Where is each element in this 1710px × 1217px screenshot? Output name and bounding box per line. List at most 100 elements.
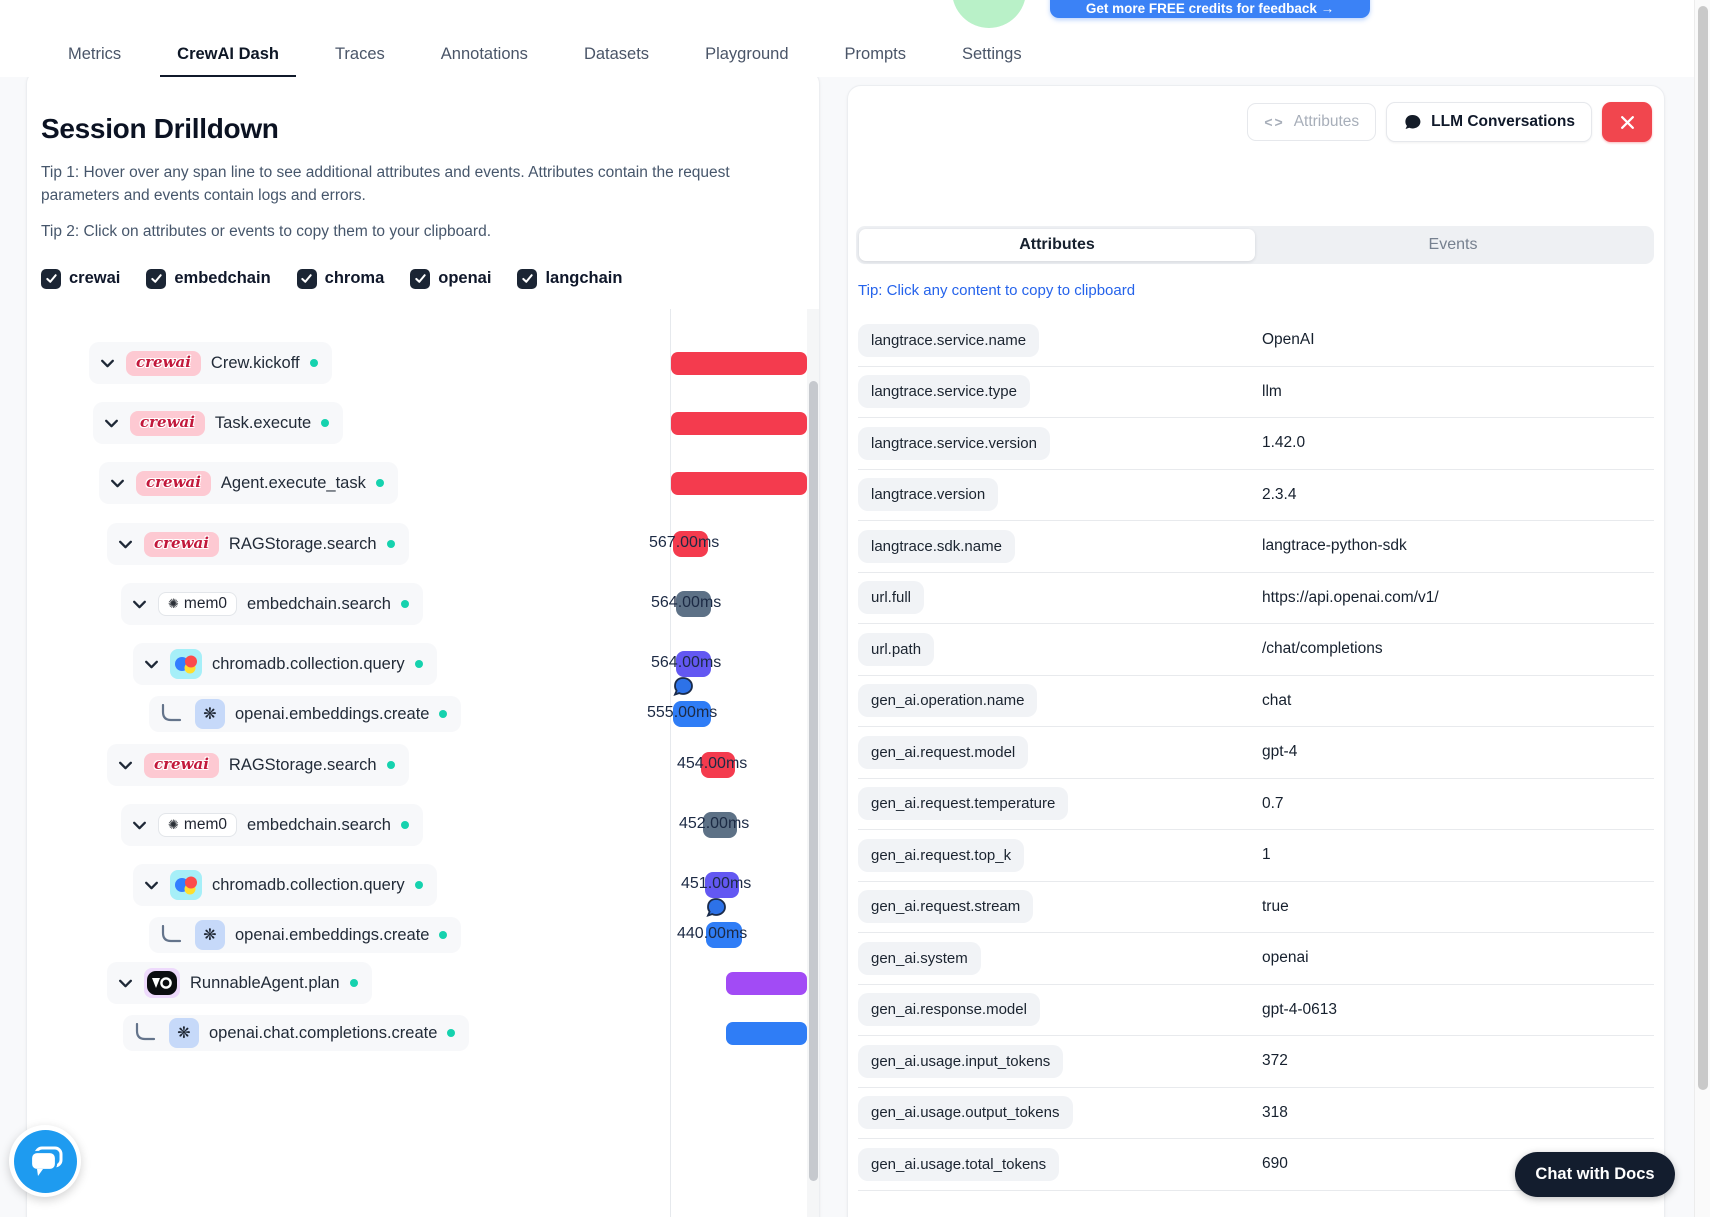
chevron-down-icon[interactable] bbox=[117, 536, 134, 553]
page-scrollbar-track[interactable] bbox=[1694, 0, 1710, 1217]
attribute-value[interactable]: https://api.openai.com/v1/ bbox=[1262, 588, 1439, 606]
attribute-key[interactable]: gen_ai.request.temperature bbox=[858, 787, 1069, 821]
attribute-key[interactable]: langtrace.service.name bbox=[858, 323, 1040, 357]
checkbox-checked-icon[interactable] bbox=[517, 268, 538, 289]
span-row-ragstorage-search[interactable]: crewai RAGStorage.search bbox=[107, 523, 409, 565]
attribute-key[interactable]: url.full bbox=[858, 581, 925, 615]
span-row-openai-embeddings-create[interactable]: ❋ openai.embeddings.create bbox=[149, 696, 462, 732]
chevron-down-icon[interactable] bbox=[131, 817, 148, 834]
chevron-down-icon[interactable] bbox=[143, 877, 160, 894]
attribute-value[interactable]: 1 bbox=[1262, 846, 1271, 864]
nav-tab-prompts[interactable]: Prompts bbox=[844, 44, 906, 63]
duration-bar-red[interactable] bbox=[671, 471, 807, 495]
copy-to-clipboard-tip[interactable]: Tip: Click any content to copy to clipbo… bbox=[858, 282, 1136, 299]
filter-chroma[interactable]: chroma bbox=[296, 268, 384, 289]
attribute-value[interactable]: 2.3.4 bbox=[1262, 485, 1297, 503]
chevron-down-icon[interactable] bbox=[103, 415, 120, 432]
attribute-value[interactable]: true bbox=[1262, 897, 1289, 915]
span-row-openai-chat-completions-create[interactable]: ❋ openai.chat.completions.create bbox=[123, 1015, 470, 1051]
span-row-embedchain-search[interactable]: ✺ mem0 embedchain.search bbox=[121, 583, 423, 625]
checkbox-checked-icon[interactable] bbox=[410, 268, 431, 289]
checkbox-checked-icon[interactable] bbox=[146, 268, 167, 289]
attribute-key[interactable]: gen_ai.request.stream bbox=[858, 890, 1034, 924]
attribute-value[interactable]: openai bbox=[1262, 949, 1309, 967]
waterfall-scrollbar-track[interactable] bbox=[807, 309, 819, 1217]
free-credits-button[interactable]: Get more FREE credits for feedback → bbox=[1050, 0, 1370, 18]
nav-tab-metrics[interactable]: Metrics bbox=[68, 44, 122, 63]
attribute-value[interactable]: langtrace-python-sdk bbox=[1262, 537, 1407, 555]
attribute-value[interactable]: llm bbox=[1262, 382, 1282, 400]
support-chat-widget[interactable] bbox=[9, 1125, 81, 1197]
attribute-value[interactable]: chat bbox=[1262, 691, 1292, 709]
duration-bar-red[interactable] bbox=[671, 351, 807, 375]
attribute-key[interactable]: gen_ai.system bbox=[858, 941, 981, 975]
duration-bar-red[interactable] bbox=[671, 411, 807, 435]
attribute-key[interactable]: gen_ai.usage.input_tokens bbox=[858, 1044, 1064, 1078]
attribute-value[interactable]: OpenAI bbox=[1262, 331, 1315, 349]
attribute-value[interactable]: /chat/completions bbox=[1262, 640, 1383, 658]
nav-tab-traces[interactable]: Traces bbox=[334, 44, 385, 63]
nav-tab-settings[interactable]: Settings bbox=[961, 44, 1022, 63]
attribute-key[interactable]: gen_ai.request.model bbox=[858, 735, 1029, 769]
attribute-value[interactable]: gpt-4-0613 bbox=[1262, 1000, 1337, 1018]
span-row-ragstorage-search[interactable]: crewai RAGStorage.search bbox=[107, 744, 409, 786]
span-row-runnableagent-plan[interactable]: RunnableAgent.plan bbox=[107, 962, 372, 1004]
attribute-value[interactable]: 1.42.0 bbox=[1262, 434, 1306, 452]
duration-bar-slate[interactable] bbox=[676, 591, 711, 617]
span-row-agent-execute-task[interactable]: crewai Agent.execute_task bbox=[99, 462, 398, 504]
llm-conversations-button[interactable]: LLM Conversations bbox=[1386, 102, 1592, 142]
attribute-value[interactable]: 0.7 bbox=[1262, 794, 1284, 812]
attribute-key[interactable]: langtrace.sdk.name bbox=[858, 529, 1015, 563]
chevron-down-icon[interactable] bbox=[143, 656, 160, 673]
attribute-key[interactable]: gen_ai.usage.total_tokens bbox=[858, 1147, 1060, 1181]
checkbox-checked-icon[interactable] bbox=[296, 268, 317, 289]
nav-tab-annotations[interactable]: Annotations bbox=[440, 44, 528, 63]
attribute-key[interactable]: langtrace.service.type bbox=[858, 375, 1030, 409]
tab-attributes[interactable]: Attributes bbox=[859, 229, 1255, 261]
attributes-button[interactable]: <> Attributes bbox=[1247, 103, 1377, 141]
duration-bar-red[interactable] bbox=[701, 752, 735, 778]
chevron-down-icon[interactable] bbox=[131, 596, 148, 613]
attribute-value[interactable]: 372 bbox=[1262, 1052, 1288, 1070]
span-row-crew-kickoff[interactable]: crewai Crew.kickoff bbox=[89, 342, 332, 384]
page-scrollbar-thumb[interactable] bbox=[1698, 6, 1708, 1090]
nav-tab-datasets[interactable]: Datasets bbox=[583, 44, 650, 63]
attribute-key[interactable]: gen_ai.usage.output_tokens bbox=[858, 1096, 1073, 1130]
close-panel-button[interactable] bbox=[1602, 102, 1652, 142]
chevron-down-icon[interactable] bbox=[117, 757, 134, 774]
chevron-down-icon[interactable] bbox=[109, 475, 126, 492]
checkbox-checked-icon[interactable] bbox=[41, 268, 61, 289]
attribute-key[interactable]: langtrace.version bbox=[858, 478, 999, 512]
attribute-key[interactable]: gen_ai.operation.name bbox=[858, 684, 1038, 718]
span-row-task-execute[interactable]: crewai Task.execute bbox=[93, 402, 344, 444]
waterfall-scrollbar-thumb[interactable] bbox=[809, 381, 818, 1181]
duration-bar-indigo[interactable] bbox=[705, 872, 739, 898]
span-row-chromadb-collection-query[interactable]: chromadb.collection.query bbox=[133, 643, 437, 685]
span-row-embedchain-search[interactable]: ✺ mem0 embedchain.search bbox=[121, 804, 423, 846]
attribute-value[interactable]: gpt-4 bbox=[1262, 743, 1298, 761]
chat-with-docs-button[interactable]: Chat with Docs bbox=[1515, 1152, 1675, 1197]
span-row-openai-embeddings-create[interactable]: ❋ openai.embeddings.create bbox=[149, 917, 462, 953]
attribute-value[interactable]: 690 bbox=[1262, 1155, 1288, 1173]
nav-tab-crewai-dash[interactable]: CrewAI Dash bbox=[160, 31, 296, 77]
filter-openai[interactable]: openai bbox=[410, 268, 491, 289]
duration-bar-blue[interactable] bbox=[706, 922, 742, 948]
attribute-key[interactable]: langtrace.service.version bbox=[858, 426, 1050, 460]
nav-tab-playground[interactable]: Playground bbox=[705, 44, 789, 63]
attribute-value[interactable]: 318 bbox=[1262, 1103, 1288, 1121]
user-avatar[interactable] bbox=[952, 0, 1026, 28]
attribute-key[interactable]: gen_ai.response.model bbox=[858, 993, 1040, 1027]
duration-bar-indigo[interactable] bbox=[676, 651, 711, 677]
chevron-down-icon[interactable] bbox=[117, 975, 134, 992]
attribute-key[interactable]: gen_ai.request.top_k bbox=[858, 838, 1025, 872]
duration-bar-blue[interactable] bbox=[726, 1021, 807, 1045]
filter-crewai[interactable]: crewai bbox=[41, 268, 120, 289]
tab-events[interactable]: Events bbox=[1428, 236, 1478, 253]
span-row-chromadb-collection-query[interactable]: chromadb.collection.query bbox=[133, 864, 437, 906]
duration-bar-purple[interactable] bbox=[726, 971, 807, 995]
duration-bar-slate[interactable] bbox=[703, 812, 737, 838]
duration-bar-red[interactable] bbox=[673, 531, 708, 557]
filter-embedchain[interactable]: embedchain bbox=[146, 268, 271, 289]
chevron-down-icon[interactable] bbox=[99, 355, 116, 372]
filter-langchain[interactable]: langchain bbox=[517, 268, 622, 289]
